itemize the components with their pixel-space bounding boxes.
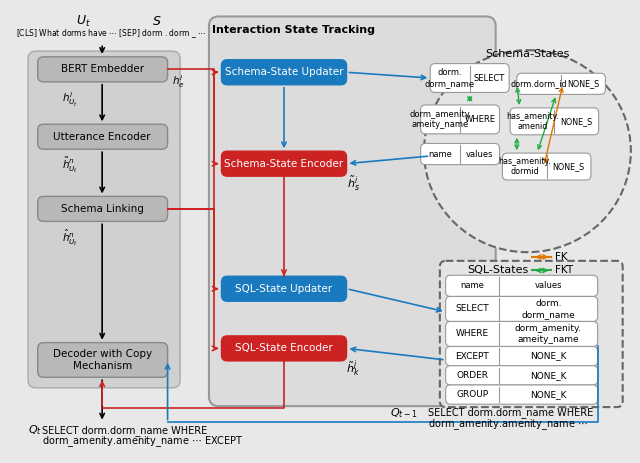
Text: $\tilde{h}^i_s$: $\tilde{h}^i_s$ (347, 175, 360, 193)
Text: $h^i_e$: $h^i_e$ (172, 74, 184, 90)
Text: Schema Linking: Schema Linking (61, 204, 143, 214)
Text: WHERE: WHERE (464, 115, 495, 124)
FancyBboxPatch shape (38, 57, 168, 82)
Text: $U_t$: $U_t$ (76, 14, 92, 29)
Text: dorm_amenity.amenity_name $\cdots$: dorm_amenity.amenity_name $\cdots$ (428, 417, 588, 432)
Text: SELECT dorm.dorm_name WHERE: SELECT dorm.dorm_name WHERE (428, 407, 593, 418)
Text: $\tilde{h}^j_k$: $\tilde{h}^j_k$ (346, 358, 360, 379)
Text: SQL-States: SQL-States (467, 265, 528, 275)
Text: has_amenity.
amenid: has_amenity. amenid (506, 112, 559, 131)
FancyBboxPatch shape (445, 366, 598, 385)
Text: EXCEPT: EXCEPT (456, 351, 489, 361)
FancyBboxPatch shape (445, 385, 598, 404)
Text: WHERE: WHERE (456, 330, 489, 338)
FancyBboxPatch shape (440, 261, 623, 407)
Text: FKT: FKT (556, 265, 573, 275)
FancyBboxPatch shape (221, 336, 346, 361)
Text: name: name (460, 282, 484, 290)
Text: Schema-State Encoder: Schema-State Encoder (225, 159, 344, 169)
Text: SELECT dorm.dorm_name WHERE: SELECT dorm.dorm_name WHERE (42, 425, 207, 436)
Text: BERT Embedder: BERT Embedder (61, 64, 144, 75)
FancyBboxPatch shape (38, 124, 168, 149)
Text: NONE_S: NONE_S (553, 162, 585, 171)
FancyBboxPatch shape (420, 105, 500, 134)
Text: NONE_S: NONE_S (561, 117, 593, 126)
FancyBboxPatch shape (445, 296, 598, 321)
FancyBboxPatch shape (502, 153, 591, 180)
Text: NONE_K: NONE_K (530, 371, 566, 380)
Text: $\tilde{h}^n_{U_t}$: $\tilde{h}^n_{U_t}$ (62, 156, 79, 175)
Text: SELECT: SELECT (456, 305, 489, 313)
FancyBboxPatch shape (445, 275, 598, 296)
Text: dorm_amenity.
ameity_name: dorm_amenity. ameity_name (410, 110, 472, 129)
Text: SQL-State Encoder: SQL-State Encoder (235, 344, 333, 353)
Text: NONE_K: NONE_K (530, 390, 566, 399)
FancyBboxPatch shape (38, 196, 168, 221)
Text: has_amenity.
dormid: has_amenity. dormid (498, 157, 551, 176)
Text: SQL-State Updater: SQL-State Updater (236, 284, 333, 294)
Text: ORDER: ORDER (456, 371, 488, 380)
Text: NONE_S: NONE_S (567, 79, 599, 88)
Text: dorm_amenity.amenity_name $\cdots$ EXCEPT: dorm_amenity.amenity_name $\cdots$ EXCEP… (42, 434, 243, 449)
Text: $S$: $S$ (152, 15, 162, 28)
FancyBboxPatch shape (445, 346, 598, 366)
FancyBboxPatch shape (209, 17, 495, 406)
Ellipse shape (424, 50, 631, 252)
Text: $\hat{h}^n_{U_t}$: $\hat{h}^n_{U_t}$ (62, 227, 79, 248)
Text: [CLS] What dorms have $\cdots$ [SEP] dorm . dorm _ $\cdots$: [CLS] What dorms have $\cdots$ [SEP] dor… (16, 27, 206, 40)
Text: SELECT: SELECT (474, 74, 505, 82)
Text: Interaction State Tracking: Interaction State Tracking (212, 25, 375, 35)
FancyBboxPatch shape (420, 144, 500, 165)
Text: Decoder with Copy
Mechanism: Decoder with Copy Mechanism (52, 349, 152, 371)
FancyBboxPatch shape (221, 151, 346, 176)
Text: Schema-State Updater: Schema-State Updater (225, 67, 343, 77)
Text: NONE_K: NONE_K (530, 351, 566, 361)
Text: Schema-States: Schema-States (485, 49, 570, 59)
Text: name: name (428, 150, 452, 158)
FancyBboxPatch shape (445, 321, 598, 346)
FancyBboxPatch shape (221, 60, 346, 85)
Text: $Q_{t-1}$: $Q_{t-1}$ (390, 406, 417, 420)
Text: FK: FK (556, 252, 568, 262)
Text: GROUP: GROUP (456, 390, 488, 399)
Text: dorm.
dorm_name: dorm. dorm_name (425, 69, 475, 88)
Text: $h^i_{U_t}$: $h^i_{U_t}$ (62, 91, 79, 109)
Text: values: values (534, 282, 562, 290)
Text: $Q_t$: $Q_t$ (28, 423, 42, 437)
Text: dorm.
dorm_name: dorm. dorm_name (522, 299, 575, 319)
FancyBboxPatch shape (430, 63, 509, 93)
FancyBboxPatch shape (510, 108, 598, 135)
Text: values: values (466, 150, 493, 158)
FancyBboxPatch shape (38, 343, 168, 377)
Text: dorm.dorm_id: dorm.dorm_id (511, 79, 567, 88)
FancyBboxPatch shape (517, 73, 605, 94)
FancyBboxPatch shape (28, 51, 180, 388)
Text: Utterance Encoder: Utterance Encoder (53, 132, 151, 142)
Text: dorm_amenity.
ameity_name: dorm_amenity. ameity_name (515, 324, 582, 344)
FancyBboxPatch shape (221, 276, 346, 301)
